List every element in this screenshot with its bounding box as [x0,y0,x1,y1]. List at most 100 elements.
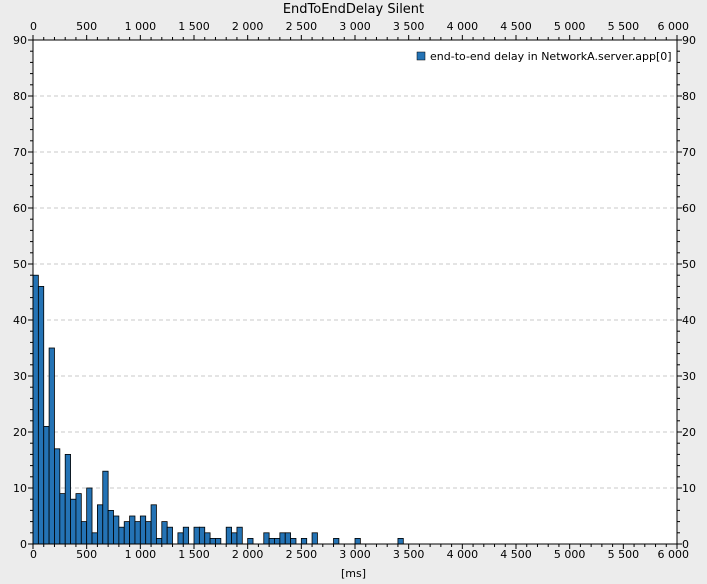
x-tick-label-top: 5 500 [608,20,640,33]
histogram-bar [263,532,270,545]
histogram-bar [198,526,206,545]
histogram-bar [231,532,238,545]
histogram-bar [107,509,114,545]
histogram-bar [177,532,184,545]
y-tick-label-right: 60 [682,202,696,215]
histogram-bar [161,521,168,545]
histogram-bar [268,538,275,545]
x-tick-label-bottom: 1 500 [178,548,210,561]
histogram-bar [311,532,318,545]
histogram-bar [75,493,82,545]
y-tick-label-right: 0 [682,538,689,551]
x-tick-label-top: 2 000 [232,20,264,33]
histogram-bar [150,504,157,545]
x-tick-label-top: 1 000 [125,20,157,33]
x-tick-label-top: 4 000 [447,20,479,33]
histogram-bar [80,521,88,545]
histogram-bar [397,538,404,545]
histogram-bar [182,526,190,545]
x-tick-label-top: 2 500 [286,20,318,33]
x-tick-label-top: 5 000 [554,20,586,33]
y-tick-label-left: 30 [13,370,27,383]
histogram-bar [290,538,297,545]
x-tick-label-top: 4 500 [500,20,532,33]
bars-layer [32,274,404,545]
histogram-bar [48,347,55,545]
x-tick-label-bottom: 2 000 [232,548,264,561]
histogram-bar [64,453,71,545]
y-tick-label-left: 50 [13,258,27,271]
plot-area [33,40,677,544]
histogram-bar [156,538,163,545]
chart-title: EndToEndDelay Silent [283,2,424,17]
histogram-bar [91,532,98,545]
x-tick-label-bottom: 4 500 [500,548,532,561]
y-tick-label-left: 70 [13,146,27,159]
x-tick-label-bottom: 6 000 [658,548,690,561]
y-tick-label-right: 70 [682,146,696,159]
y-tick-label-right: 20 [682,426,696,439]
histogram-bar [145,521,152,545]
x-tick-label-bottom: 5 000 [554,548,586,561]
x-tick-label-top: 500 [76,20,97,33]
histogram-bar [86,487,93,545]
y-tick-label-left: 90 [13,34,27,47]
x-tick-label-bottom: 1 000 [125,548,157,561]
x-tick-label-bottom: 5 500 [608,548,640,561]
histogram-bar [118,526,125,545]
x-axis-label: [ms] [341,567,366,580]
y-tick-label-left: 10 [13,482,27,495]
histogram-bar [37,285,45,545]
x-tick-label-bottom: 3 000 [339,548,371,561]
y-tick-label-right: 50 [682,258,696,271]
histogram-bar [166,526,173,545]
histogram-bar [139,515,147,545]
histogram-bar [54,448,61,545]
histogram-bar [247,538,254,545]
y-tick-label-left: 80 [13,90,27,103]
x-tick-label-top: 1 500 [178,20,210,33]
x-tick-label-bottom: 500 [76,548,97,561]
histogram-bar [215,538,222,545]
histogram-bar [97,504,104,545]
histogram-bar [204,532,211,545]
y-tick-label-left: 60 [13,202,27,215]
histogram-bar [225,526,232,545]
histogram-bar [123,521,130,545]
y-tick-label-right: 90 [682,34,696,47]
x-tick-label-top: 3 000 [339,20,371,33]
y-tick-label-left: 20 [13,426,27,439]
histogram-bar [209,538,216,545]
histogram-bar [102,470,109,545]
x-tick-label-top: 6 000 [658,20,690,33]
histogram-bar [236,526,243,545]
histogram-bar [129,515,136,545]
histogram-bar [70,498,77,545]
x-tick-label-bottom: 2 500 [286,548,318,561]
legend-label: end-to-end delay in NetworkA.server.app[… [430,50,672,63]
histogram-bar [113,515,120,545]
y-tick-label-left: 0 [20,538,27,551]
histogram-bar [43,425,50,545]
histogram-bar [354,538,361,545]
histogram-bar [333,538,340,545]
y-tick-label-right: 40 [682,314,696,327]
x-tick-label-bottom: 4 000 [447,548,479,561]
x-tick-label-bottom: 3 500 [393,548,425,561]
histogram-bar [284,532,292,545]
histogram-bar [134,521,141,545]
histogram-bar [279,532,286,545]
histogram-bar [32,274,39,545]
histogram-bar [193,526,200,545]
x-tick-label-bottom: 0 [30,548,37,561]
histogram-bar [300,538,308,545]
legend: end-to-end delay in NetworkA.server.app[… [416,50,672,63]
y-tick-label-right: 10 [682,482,696,495]
histogram-bar [59,493,66,545]
y-tick-label-right: 30 [682,370,696,383]
legend-swatch [416,51,426,61]
y-tick-label-right: 80 [682,90,696,103]
